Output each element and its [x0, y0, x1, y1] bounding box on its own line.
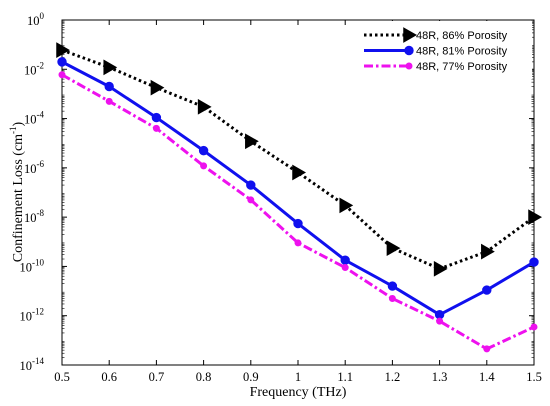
y-tick-base: 10 — [24, 211, 37, 225]
x-tick-label: 1.2 — [385, 370, 401, 384]
x-tick-label: 1.5 — [526, 370, 542, 384]
series-layer — [56, 42, 543, 353]
y-tick-base: 10 — [20, 260, 33, 274]
circle-marker — [198, 145, 209, 156]
circle-marker — [104, 81, 114, 92]
y-tick-label: 10-2 — [24, 60, 44, 77]
circle-marker — [482, 285, 492, 295]
legend: 48R, 86% Porosity 48R, 81% Porosity 48R, 7… — [352, 21, 532, 79]
circle-marker — [529, 257, 539, 267]
series-3 — [58, 71, 538, 353]
y-tick-base: 10 — [20, 310, 33, 324]
x-tick-label: 0.8 — [196, 370, 212, 384]
circle-marker — [151, 112, 162, 123]
y-tick-base: 10 — [20, 359, 33, 373]
y-tick-exponent: 0 — [40, 11, 45, 21]
small-circle-marker — [152, 124, 160, 132]
y-tick-exponent: -6 — [37, 159, 45, 169]
x-tick-label: 0.7 — [149, 370, 165, 384]
circle-marker — [293, 218, 303, 229]
small-circle-marker — [436, 317, 444, 325]
y-tick-base: 10 — [24, 113, 37, 127]
small-circle-marker — [105, 97, 113, 105]
x-axis-title: Frequency (THz) — [250, 385, 347, 400]
legend-label: 48R, 77% Porosity — [416, 61, 508, 73]
small-circle-marker — [341, 264, 349, 272]
y-tick-exponent: -10 — [32, 257, 44, 267]
small-circle-marker — [483, 345, 491, 353]
series-line — [61, 73, 535, 351]
y-tick-label: 10-8 — [24, 208, 44, 225]
triangle-marker — [103, 59, 118, 76]
y-axis-title: Confinement Loss (cm-1) — [8, 121, 26, 262]
series-2 — [57, 57, 539, 320]
y-tick-exponent: -2 — [37, 60, 45, 70]
x-tick-label: 1.3 — [432, 370, 448, 384]
y-tick-exponent: -8 — [37, 208, 45, 218]
triangle-marker — [403, 27, 418, 43]
series-1 — [56, 42, 543, 277]
y-tick-label: 10-10 — [20, 257, 45, 274]
y-tick-label: 100 — [27, 11, 45, 28]
small-circle-marker — [200, 162, 208, 170]
y-tick-exponent: -12 — [32, 307, 44, 317]
triangle-marker — [197, 98, 212, 115]
y-tick-label: 10-12 — [20, 307, 45, 324]
y-axis-title-close: ) — [11, 121, 26, 126]
y-tick-label: 10-14 — [20, 356, 45, 373]
circle-marker — [434, 309, 445, 320]
y-axis-title-sup: -1 — [8, 126, 18, 134]
triangle-marker — [245, 133, 259, 150]
triangle-marker — [56, 42, 71, 58]
small-circle-marker — [294, 239, 302, 247]
y-tick-label: 10-4 — [24, 110, 44, 127]
circle-marker — [404, 45, 414, 56]
circle-marker — [387, 281, 398, 291]
x-tick-label: 1.1 — [337, 370, 353, 384]
triangle-marker — [386, 240, 401, 257]
legend-label: 48R, 86% Porosity — [416, 30, 508, 42]
x-tick-label: 1.4 — [479, 370, 495, 384]
y-tick-base: 10 — [24, 162, 37, 176]
triangle-marker — [528, 209, 543, 226]
y-tick-label: 10-6 — [24, 159, 44, 176]
legend-label: 48R, 81% Porosity — [416, 46, 508, 58]
triangle-marker — [481, 243, 495, 260]
x-tick-label: 0.5 — [54, 370, 70, 384]
y-axis-title-main: Confinement Loss (cm — [11, 134, 26, 262]
small-circle-marker — [530, 323, 538, 331]
circle-marker — [57, 57, 67, 67]
triangle-marker — [150, 79, 165, 96]
small-circle-marker — [247, 196, 255, 204]
triangle-marker — [433, 260, 448, 277]
x-tick-label: 0.6 — [101, 370, 117, 384]
triangle-marker — [292, 164, 307, 181]
small-circle-marker — [405, 62, 413, 70]
small-circle-marker — [388, 294, 396, 302]
triangle-marker — [339, 197, 354, 214]
circle-marker — [246, 180, 256, 190]
circle-marker — [340, 255, 350, 265]
x-tick-label: 1 — [295, 370, 301, 384]
x-tick-label: 0.9 — [243, 370, 259, 384]
series-line — [61, 48, 535, 271]
y-tick-exponent: -4 — [37, 110, 45, 120]
y-tick-base: 10 — [27, 14, 40, 28]
y-tick-exponent: -14 — [32, 356, 44, 366]
small-circle-marker — [58, 71, 66, 79]
y-tick-base: 10 — [24, 63, 37, 77]
